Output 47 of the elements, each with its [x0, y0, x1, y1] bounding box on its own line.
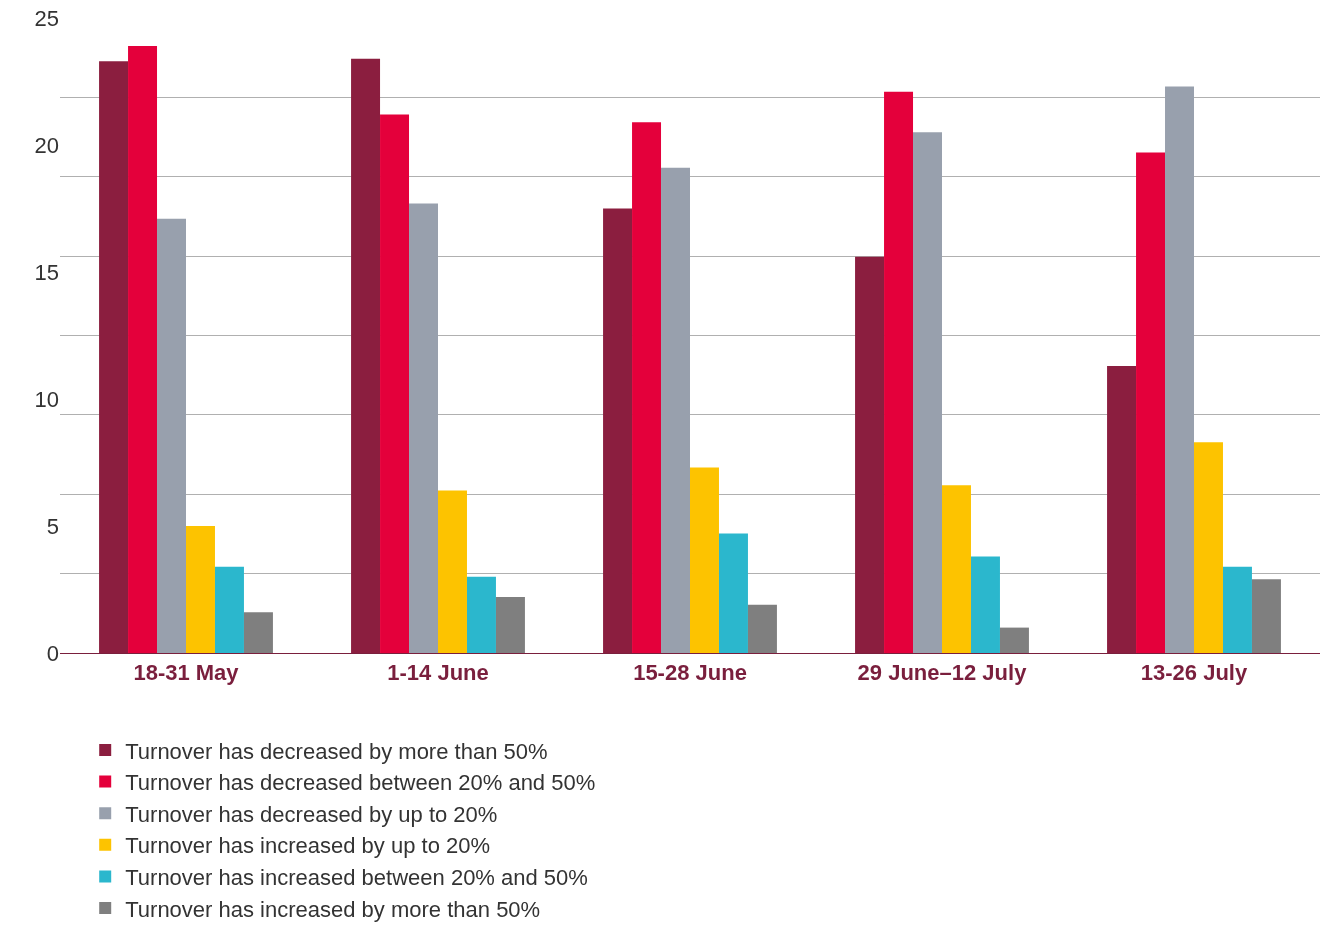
- y-tick-label: 0: [46, 640, 59, 666]
- x-tick-label: 1-14 June: [387, 660, 489, 686]
- bar: [409, 203, 438, 653]
- bar: [632, 122, 662, 653]
- bar: [913, 132, 942, 653]
- bar: [855, 256, 885, 653]
- bar: [157, 218, 186, 653]
- y-tick-label: 5: [46, 513, 59, 539]
- legend-label: Turnover has increased by up to 20%: [125, 833, 491, 859]
- bar: [495, 597, 525, 653]
- legend-label: Turnover has increased by more than 50%: [125, 896, 541, 922]
- bar: [466, 576, 496, 653]
- bar: [690, 467, 719, 653]
- bar: [380, 114, 410, 653]
- bar: [661, 167, 690, 653]
- bar: [884, 91, 914, 653]
- bar: [970, 556, 1000, 653]
- bar: [214, 566, 244, 653]
- bar: [999, 627, 1029, 653]
- bar: [99, 61, 129, 653]
- bar: [1165, 86, 1194, 653]
- bar: [186, 526, 215, 653]
- bar: [1136, 152, 1166, 653]
- bar: [351, 58, 381, 653]
- y-tick-label: 25: [34, 5, 59, 31]
- y-tick-label: 10: [34, 386, 59, 412]
- bar: [1222, 566, 1252, 653]
- bar: [243, 612, 273, 653]
- bar: [718, 533, 748, 653]
- bar: [747, 604, 777, 653]
- y-tick-label: 20: [34, 132, 59, 158]
- bar: [128, 45, 158, 653]
- bar: [603, 208, 633, 653]
- x-tick-label: 13-26 July: [1140, 660, 1248, 686]
- legend-label: Turnover has increased between 20% and 50%: [125, 864, 588, 890]
- bar: [1107, 365, 1137, 653]
- x-tick-label: 18-31 May: [133, 660, 240, 686]
- x-tick-label: 15-28 June: [633, 660, 747, 686]
- bar: [1251, 579, 1281, 653]
- legend-label: Turnover has decreased between 20% and 50%: [125, 770, 596, 796]
- legend-label: Turnover has decreased by more than 50%: [125, 738, 548, 764]
- x-tick-label: 29 June–12 July: [857, 660, 1028, 686]
- legend-label: Turnover has decreased by up to 20%: [125, 801, 498, 827]
- y-tick-label: 15: [34, 259, 59, 285]
- bar: [942, 485, 971, 653]
- bar: [438, 490, 467, 653]
- bar: [1194, 442, 1223, 653]
